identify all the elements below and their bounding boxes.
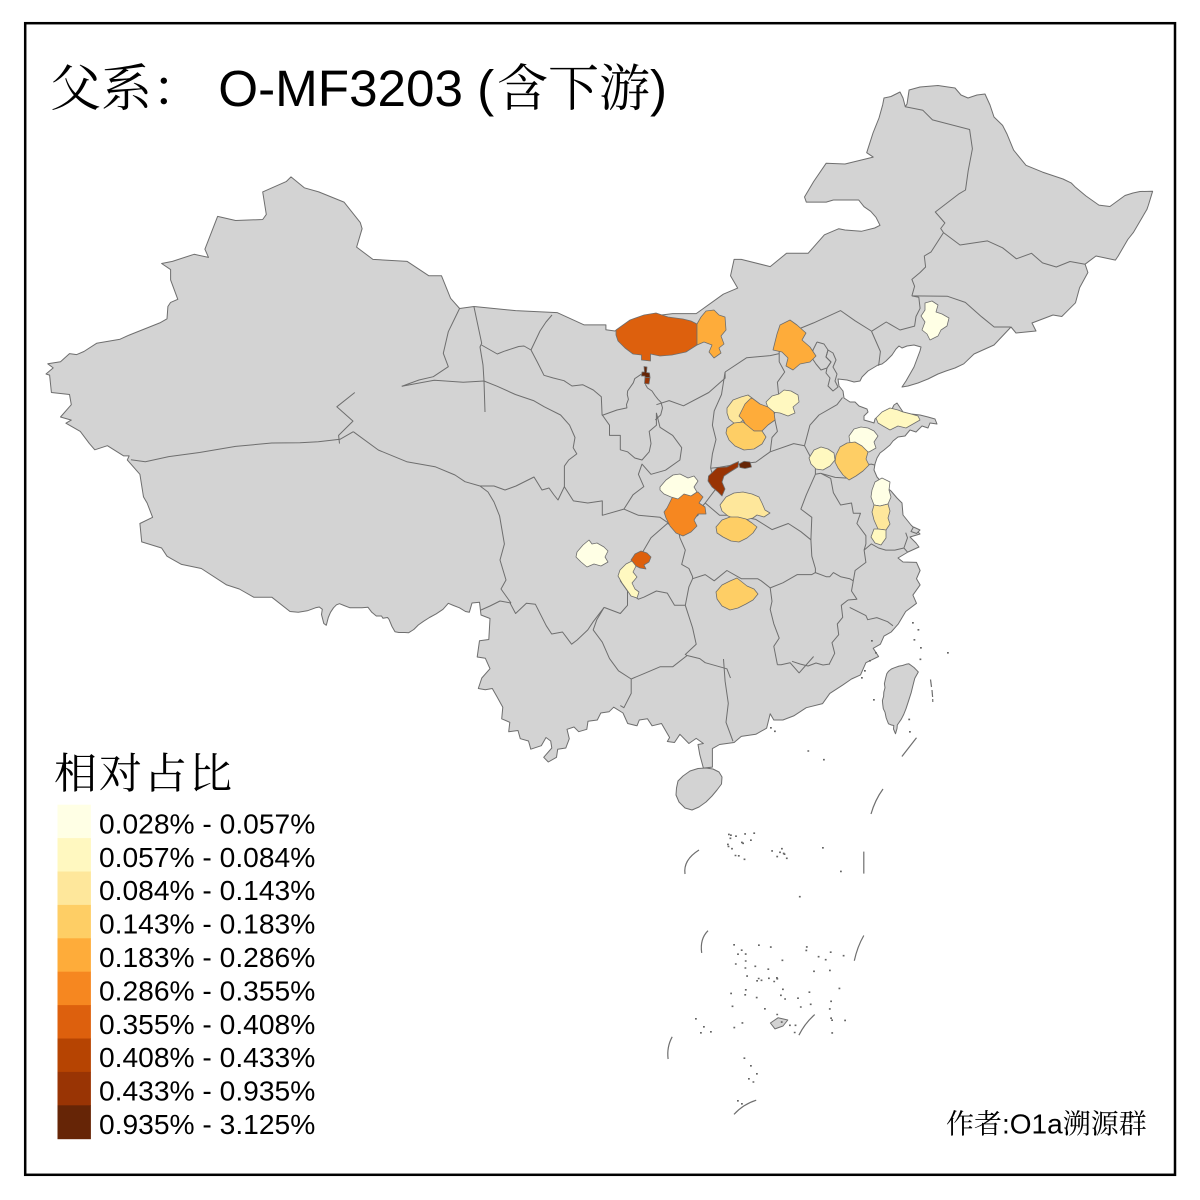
svg-text:O-MF3203 (: O-MF3203 ( xyxy=(218,60,494,117)
svg-text:0.433% - 0.935%: 0.433% - 0.935% xyxy=(99,1075,315,1107)
svg-text:0.286% - 0.355%: 0.286% - 0.355% xyxy=(99,974,315,1006)
svg-text:0.143% - 0.183%: 0.143% - 0.183% xyxy=(99,908,315,940)
svg-text:0.355% - 0.408%: 0.355% - 0.408% xyxy=(99,1008,315,1040)
svg-text:0.408% - 0.433%: 0.408% - 0.433% xyxy=(99,1041,315,1073)
svg-text:0.057% - 0.084%: 0.057% - 0.084% xyxy=(99,841,315,873)
svg-text:0.084% - 0.143%: 0.084% - 0.143% xyxy=(99,874,315,906)
svg-text:0.183% - 0.286%: 0.183% - 0.286% xyxy=(99,941,315,973)
svg-text::O1a: :O1a xyxy=(1002,1109,1063,1140)
svg-text:0.935% - 3.125%: 0.935% - 3.125% xyxy=(99,1108,315,1140)
svg-text:): ) xyxy=(650,60,667,117)
svg-text:0.028% - 0.057%: 0.028% - 0.057% xyxy=(99,807,315,839)
